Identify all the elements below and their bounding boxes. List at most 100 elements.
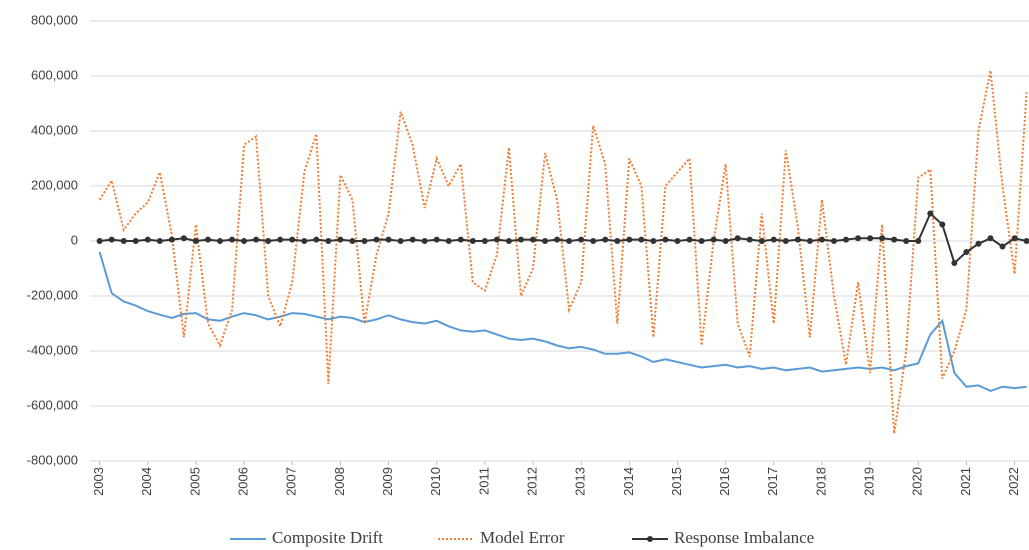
y-tick-label: -400,000 [27,342,78,357]
point [698,238,705,244]
point [469,238,476,244]
point [999,243,1006,250]
y-tick-label: 0 [71,232,78,247]
y-tick-label: -200,000 [27,287,78,302]
point [397,238,404,244]
x-tick-label: 2019 [862,467,877,496]
x-tick-label: 2003 [91,467,106,496]
point [638,236,645,243]
y-tick-label: 200,000 [31,177,78,192]
point [903,238,910,244]
point [120,238,127,244]
legend-label: Response Imbalance [674,528,814,547]
point [758,238,765,244]
x-tick-label: 2020 [910,467,925,496]
point [626,236,633,243]
point [674,238,681,244]
point [530,236,537,243]
series-line [98,70,1028,434]
point [301,238,308,244]
point [337,236,344,243]
x-tick-label: 2022 [1006,467,1021,496]
point [686,236,693,243]
point [253,236,260,243]
point [361,238,368,244]
y-tick-label: 400,000 [31,122,78,137]
x-tick-label: 2008 [332,467,347,496]
x-tick-label: 2017 [765,467,780,496]
point [867,235,874,242]
point [818,236,825,243]
y-tick-label: 600,000 [31,67,78,82]
point [156,238,163,244]
point [349,238,356,244]
point [939,221,946,228]
point [746,236,753,243]
point [650,238,657,244]
point [241,238,248,244]
point [710,236,717,243]
x-tick-label: 2006 [236,467,251,496]
point [289,236,296,243]
point [217,238,224,244]
x-tick-label: 2012 [524,467,539,496]
point [614,238,621,244]
point [132,238,139,244]
point [180,235,187,242]
point [806,238,813,244]
point [409,236,416,243]
point [566,238,573,244]
point [517,236,524,243]
x-tick-label: 2010 [428,467,443,496]
point [987,235,994,242]
point [445,238,452,244]
x-tick-label: 2021 [958,467,973,496]
point [1023,238,1029,244]
x-tick-label: 2014 [621,467,636,496]
point [192,238,199,244]
point [602,236,609,243]
point [927,210,934,217]
point [265,238,272,244]
x-tick-label: 2016 [717,467,732,496]
point [204,236,211,243]
point [421,238,428,244]
point [915,238,922,244]
point [108,236,115,243]
point [481,238,488,244]
point [1011,235,1018,242]
point [782,238,789,244]
x-tick-label: 2005 [187,467,202,496]
point [963,249,970,255]
point [373,236,380,243]
point [385,236,392,243]
x-tick-label: 2007 [284,467,299,496]
point [96,238,103,244]
x-tick-label: 2013 [573,467,588,496]
point [325,238,332,244]
x-tick-label: 2009 [380,467,395,496]
point [493,236,500,243]
y-tick-label: 800,000 [31,12,78,27]
point [722,238,729,244]
point [578,236,585,243]
x-tick-label: 2011 [476,467,491,495]
point [794,236,801,243]
legend-label: Composite Drift [272,528,383,547]
y-tick-label: -600,000 [27,397,78,412]
point [542,238,549,244]
point [734,235,741,242]
y-tick-label: -800,000 [27,452,78,467]
point [168,236,175,243]
point [505,238,512,244]
point [662,236,669,243]
point [554,236,561,243]
point [879,235,886,242]
x-tick-label: 2015 [669,467,684,496]
point [313,236,320,243]
point [229,236,236,243]
x-tick-label: 2004 [139,467,154,496]
point [975,240,982,247]
point [590,238,597,244]
